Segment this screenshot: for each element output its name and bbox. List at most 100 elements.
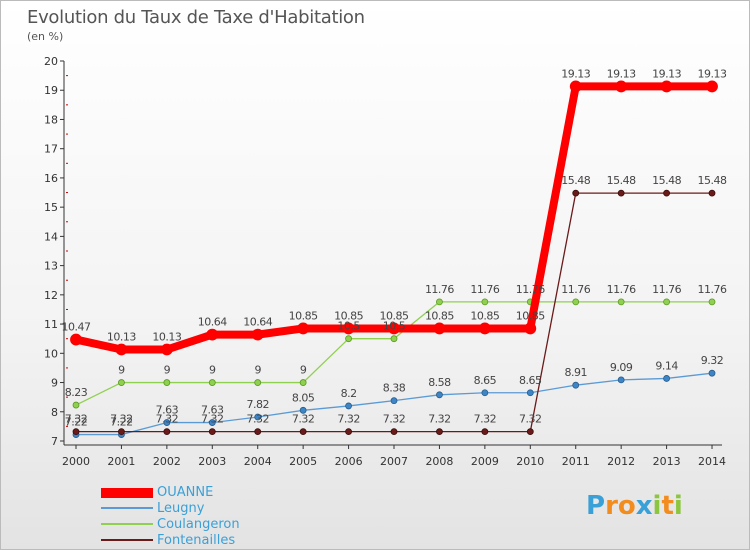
data-point-coulangeron	[390, 335, 398, 343]
y-tick-label: 19	[44, 84, 58, 97]
data-label-ouanne: 19.13	[698, 67, 727, 80]
data-point-leugny	[163, 419, 171, 426]
data-point-leugny	[526, 389, 534, 397]
x-tick-label: 2003	[198, 455, 226, 468]
data-label-coulangeron: 11.76	[607, 283, 636, 296]
data-point-leugny	[572, 381, 580, 389]
data-point-coulangeron	[118, 379, 125, 386]
data-label-coulangeron: 10.5	[337, 320, 360, 333]
logo-letter: x	[635, 491, 653, 521]
y-tick-label: 7	[51, 435, 58, 448]
data-label-leugny: 8.38	[383, 382, 406, 395]
data-point-fontenailles	[118, 428, 125, 436]
data-label-coulangeron: 9	[254, 364, 261, 377]
data-label-fontenailles: 15.48	[698, 174, 727, 187]
data-label-ouanne: 10.13	[107, 331, 136, 344]
legend-swatch-leugny	[101, 507, 153, 509]
data-label-leugny: 8.65	[474, 374, 497, 387]
data-label-ouanne: 10.47	[62, 321, 91, 334]
data-label-leugny: 7.82	[246, 398, 269, 411]
x-tick-label: 2004	[244, 455, 272, 468]
data-label-leugny: 8.2	[341, 387, 357, 400]
data-point-fontenailles	[390, 428, 398, 436]
data-label-ouanne: 10.85	[425, 309, 454, 322]
y-tick-label: 8	[51, 406, 58, 419]
data-label-ouanne: 10.85	[516, 309, 545, 322]
data-point-ouanne	[70, 333, 82, 346]
data-point-fontenailles	[299, 428, 307, 436]
data-point-fontenailles	[436, 428, 443, 436]
data-label-coulangeron: 8.23	[65, 386, 88, 399]
data-label-leugny: 8.65	[519, 374, 542, 387]
data-label-ouanne: 19.13	[607, 67, 636, 80]
data-label-leugny: 9.09	[610, 361, 633, 374]
data-label-ouanne: 19.13	[561, 67, 590, 80]
data-label-coulangeron: 11.76	[425, 283, 454, 296]
y-tick-label: 9	[51, 377, 58, 390]
data-label-coulangeron: 10.5	[383, 320, 406, 333]
data-label-fontenailles: 7.32	[428, 413, 451, 426]
x-tick-label: 2013	[653, 455, 681, 468]
data-point-leugny	[617, 376, 625, 384]
data-point-coulangeron	[345, 335, 352, 343]
y-tick-label: 11	[44, 318, 58, 331]
x-tick-label: 2012	[607, 455, 635, 468]
data-point-ouanne	[569, 80, 582, 93]
data-label-fontenailles: 7.32	[474, 413, 497, 426]
data-point-leugny	[345, 402, 352, 410]
data-label-fontenailles: 7.32	[156, 413, 179, 426]
data-point-leugny	[436, 391, 443, 399]
data-point-coulangeron	[208, 379, 216, 386]
y-tick-label: 20	[44, 55, 58, 68]
data-point-coulangeron	[481, 298, 489, 306]
data-point-fontenailles	[708, 189, 716, 197]
data-point-coulangeron	[163, 379, 171, 386]
data-point-leugny	[708, 369, 716, 377]
data-label-ouanne: 10.85	[470, 309, 499, 322]
legend-swatch-fontenailles	[101, 539, 153, 541]
data-point-ouanne	[342, 322, 355, 335]
data-point-leugny	[481, 389, 489, 397]
legend-swatch-coulangeron	[101, 523, 153, 525]
y-tick-label: 18	[44, 113, 58, 126]
x-tick-label: 2008	[425, 455, 453, 468]
data-point-coulangeron	[254, 379, 262, 386]
data-label-coulangeron: 9	[118, 364, 125, 377]
data-point-ouanne	[524, 322, 537, 335]
data-point-ouanne	[206, 328, 219, 341]
x-tick-label: 2014	[698, 455, 726, 468]
x-tick-label: 2001	[107, 455, 135, 468]
data-label-ouanne: 19.13	[652, 67, 681, 80]
data-label-leugny: 7.22	[65, 416, 88, 429]
data-label-fontenailles: 7.32	[519, 413, 542, 426]
data-label-leugny: 7.63	[156, 404, 179, 417]
data-label-leugny: 8.58	[428, 376, 451, 389]
data-point-fontenailles	[345, 428, 352, 436]
data-point-leugny	[299, 406, 307, 414]
data-point-ouanne	[433, 322, 446, 335]
legend-label-ouanne: OUANNE	[157, 485, 214, 500]
data-point-fontenailles	[572, 189, 580, 197]
data-label-leugny: 7.22	[110, 416, 133, 429]
data-point-ouanne	[251, 328, 264, 341]
data-label-leugny: 8.05	[292, 391, 315, 404]
data-point-leugny	[663, 375, 670, 382]
x-tick-label: 2005	[289, 455, 317, 468]
chart-unit-label: (en %)	[27, 30, 64, 43]
data-point-leugny	[208, 419, 216, 426]
data-label-coulangeron: 11.76	[470, 283, 499, 296]
y-tick-label: 12	[44, 289, 58, 302]
data-point-fontenailles	[254, 428, 262, 436]
data-label-fontenailles: 15.48	[652, 174, 681, 187]
legend-label-fontenailles: Fontenailles	[157, 533, 236, 548]
data-label-coulangeron: 11.76	[561, 283, 590, 296]
data-point-fontenailles	[617, 189, 625, 197]
proxiti-logo: Proxiti	[586, 491, 683, 521]
data-label-fontenailles: 7.32	[383, 413, 406, 426]
data-label-ouanne: 10.64	[243, 316, 272, 329]
data-label-fontenailles: 15.48	[561, 174, 590, 187]
data-point-ouanne	[297, 322, 310, 335]
logo-letter: P	[586, 491, 606, 521]
y-tick-label: 17	[44, 143, 58, 156]
